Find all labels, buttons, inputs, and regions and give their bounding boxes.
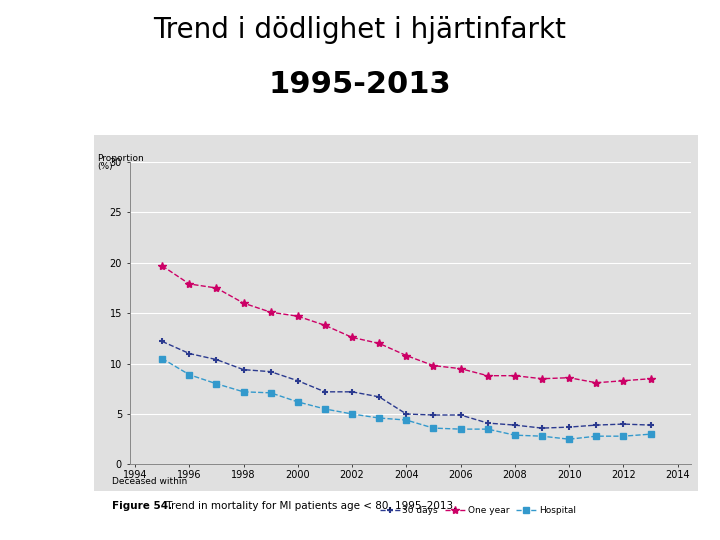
- Text: Deceased within: Deceased within: [112, 477, 187, 486]
- Text: 1995-2013: 1995-2013: [269, 70, 451, 99]
- Text: Trend in mortality for MI patients age < 80, 1995–2013.: Trend in mortality for MI patients age <…: [163, 501, 457, 511]
- Text: Figure 54.: Figure 54.: [112, 501, 172, 511]
- Text: (%): (%): [97, 162, 113, 171]
- Text: Proportion: Proportion: [97, 154, 144, 163]
- Text: Trend i dödlighet i hjärtinfarkt: Trend i dödlighet i hjärtinfarkt: [153, 16, 567, 44]
- Legend: 30 days, One year, Hospital: 30 days, One year, Hospital: [376, 503, 580, 519]
